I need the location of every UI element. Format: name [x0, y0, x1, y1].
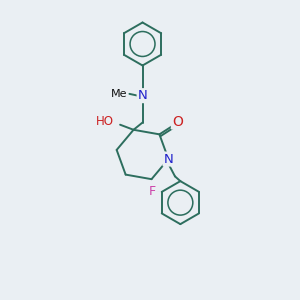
Text: Me: Me: [111, 89, 127, 99]
Text: O: O: [172, 115, 183, 128]
Text: N: N: [138, 89, 147, 102]
Text: N: N: [164, 152, 173, 166]
Text: HO: HO: [95, 115, 113, 128]
Text: F: F: [148, 185, 156, 198]
